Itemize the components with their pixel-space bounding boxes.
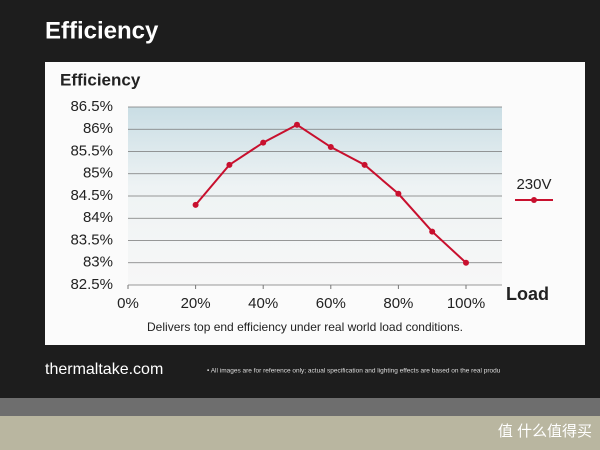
y-tick-label: 85.5% (70, 142, 113, 159)
legend-dot (531, 197, 537, 203)
data-point (260, 139, 267, 146)
data-point (327, 144, 334, 151)
x-tick-label: 20% (181, 295, 211, 312)
y-tick-label: 85% (83, 165, 113, 182)
footer-disclaimer: • All images are for reference only; act… (207, 368, 501, 375)
data-point (463, 259, 469, 266)
heading: Efficiency (45, 17, 159, 44)
x-tick-label: 80% (383, 295, 413, 312)
y-axis-title: Efficiency (60, 70, 141, 89)
data-point (361, 161, 368, 168)
y-tick-label: 82.5% (70, 276, 113, 293)
y-tick-label: 84% (83, 209, 113, 226)
data-point (226, 161, 233, 168)
legend-label: 230V (516, 176, 551, 193)
y-tick-label: 86.5% (70, 98, 113, 115)
data-point (294, 121, 300, 128)
x-tick-label: 0% (117, 295, 139, 312)
data-point (429, 228, 436, 235)
x-tick-label: 60% (316, 295, 346, 312)
box-edge (0, 398, 600, 416)
y-tick-label: 83% (83, 254, 113, 271)
data-point (395, 190, 402, 197)
y-tick-label: 83.5% (70, 231, 113, 248)
x-tick-label: 100% (447, 295, 485, 312)
y-tick-label: 86% (83, 120, 113, 137)
x-tick-label: 40% (248, 295, 278, 312)
footer-site: thermaltake.com (45, 361, 163, 378)
x-axis-title: Load (506, 284, 549, 304)
y-tick-label: 84.5% (70, 187, 113, 204)
caption: Delivers top end efficiency under real w… (147, 320, 463, 334)
data-point (192, 201, 199, 208)
watermark: 值 什么值得买 (498, 423, 592, 440)
